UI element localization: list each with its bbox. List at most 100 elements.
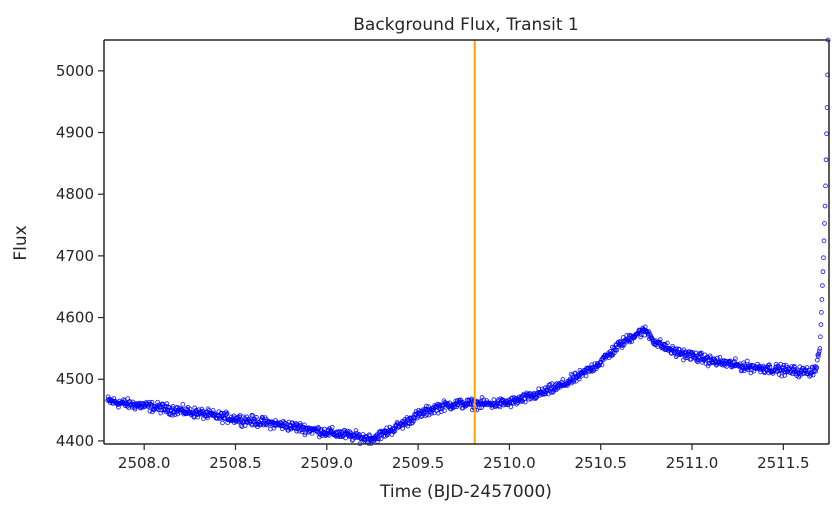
data-point bbox=[550, 390, 556, 395]
data-point bbox=[823, 157, 829, 163]
data-point bbox=[468, 402, 474, 407]
data-point bbox=[817, 346, 823, 351]
data-point bbox=[220, 420, 225, 426]
x-tick-label: 2510.5 bbox=[574, 454, 627, 472]
data-point bbox=[814, 365, 820, 371]
x-tick-label: 2510.0 bbox=[483, 454, 536, 472]
data-point bbox=[665, 340, 670, 346]
y-tick-label: 4900 bbox=[56, 124, 94, 142]
data-point bbox=[695, 359, 701, 365]
data-point bbox=[254, 415, 259, 420]
data-point bbox=[329, 424, 335, 430]
x-tick-label: 2511.0 bbox=[666, 454, 719, 472]
data-point bbox=[353, 428, 359, 433]
data-point bbox=[733, 356, 738, 362]
data-point bbox=[294, 428, 299, 434]
chart-title: Background Flux, Transit 1 bbox=[353, 15, 579, 35]
axes-layer: 2508.0 2508.5 2509.0 2509.5 2510.0 2510.5 2511… bbox=[56, 39, 830, 472]
data-point bbox=[391, 429, 397, 435]
data-point bbox=[303, 430, 308, 436]
data-point bbox=[105, 394, 111, 400]
data-point bbox=[638, 334, 643, 340]
x-tick-label: 2508.0 bbox=[118, 454, 171, 472]
data-point bbox=[821, 238, 827, 244]
data-point bbox=[815, 353, 821, 359]
data-point bbox=[195, 414, 201, 420]
data-point bbox=[820, 269, 826, 275]
data-point bbox=[224, 411, 230, 416]
data-point bbox=[292, 425, 297, 431]
data-point bbox=[180, 402, 186, 407]
data-point bbox=[792, 368, 798, 374]
data-point bbox=[819, 297, 825, 302]
data-point bbox=[522, 399, 528, 405]
x-tick-label: 2509.0 bbox=[301, 454, 354, 472]
data-point bbox=[732, 359, 737, 364]
data-point bbox=[814, 357, 820, 363]
data-point bbox=[818, 334, 823, 340]
data-point bbox=[326, 433, 332, 438]
data-point bbox=[823, 183, 828, 189]
data-point bbox=[442, 408, 447, 413]
data-point bbox=[205, 415, 210, 421]
data-point bbox=[210, 408, 216, 413]
y-tick-label: 4400 bbox=[56, 432, 94, 450]
x-tick-label: 2511.5 bbox=[757, 454, 810, 472]
data-point bbox=[242, 423, 248, 428]
data-point bbox=[429, 411, 434, 416]
data-point bbox=[560, 377, 566, 382]
data-point bbox=[808, 372, 813, 378]
data-point bbox=[822, 203, 828, 209]
data-point bbox=[345, 428, 350, 434]
data-point bbox=[767, 362, 772, 368]
data-point bbox=[392, 428, 398, 434]
data-point bbox=[426, 404, 431, 409]
data-point bbox=[577, 376, 582, 382]
data-point bbox=[816, 351, 822, 357]
data-point bbox=[293, 426, 298, 432]
data-point bbox=[646, 329, 652, 335]
data-point bbox=[481, 397, 486, 403]
data-point bbox=[614, 347, 620, 353]
y-tick-label: 4800 bbox=[56, 185, 94, 203]
data-point bbox=[248, 421, 254, 427]
data-point bbox=[343, 435, 348, 441]
y-axis-label: Flux bbox=[11, 225, 31, 260]
data-point bbox=[508, 404, 514, 410]
data-point bbox=[821, 255, 826, 261]
data-point bbox=[782, 373, 788, 378]
data-point bbox=[657, 337, 663, 342]
data-point bbox=[599, 362, 605, 368]
y-tick-label: 4600 bbox=[56, 309, 94, 327]
data-point bbox=[613, 347, 618, 353]
y-tick-label: 4700 bbox=[56, 247, 94, 265]
data-point bbox=[816, 348, 822, 354]
data-point bbox=[497, 404, 503, 410]
data-point bbox=[158, 410, 164, 416]
data-point bbox=[715, 355, 720, 361]
data-point bbox=[819, 310, 824, 315]
x-axis-label: Time (BJD-2457000) bbox=[379, 482, 552, 502]
data-point bbox=[491, 397, 497, 402]
data-point bbox=[297, 421, 303, 426]
data-point bbox=[589, 362, 595, 368]
data-point bbox=[690, 350, 695, 355]
data-point bbox=[676, 346, 682, 352]
y-tick-label: 5000 bbox=[56, 62, 94, 80]
data-point bbox=[820, 283, 825, 288]
data-point bbox=[648, 333, 654, 339]
data-point bbox=[779, 373, 785, 379]
data-point bbox=[744, 358, 750, 364]
data-point bbox=[824, 131, 829, 137]
data-point bbox=[822, 221, 827, 226]
x-tick-label: 2509.5 bbox=[392, 454, 445, 472]
data-point bbox=[302, 432, 308, 438]
data-point bbox=[627, 339, 633, 345]
data-point bbox=[781, 362, 787, 368]
data-point bbox=[699, 350, 704, 356]
data-point bbox=[767, 364, 773, 370]
data-point bbox=[612, 350, 617, 356]
data-points-layer bbox=[105, 37, 831, 447]
